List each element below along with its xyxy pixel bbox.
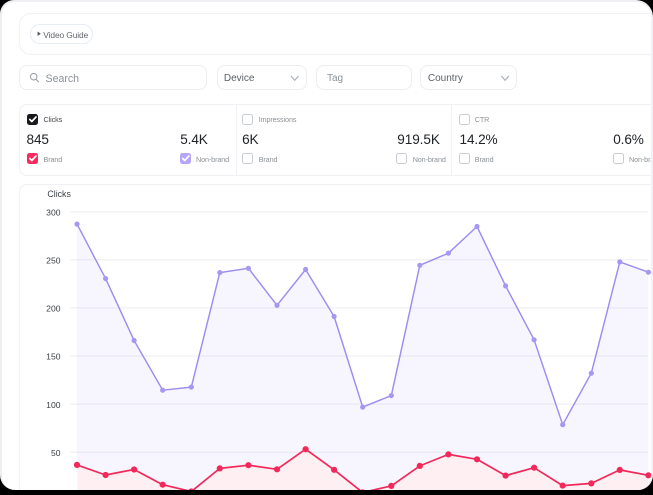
svg-text:100: 100	[46, 400, 61, 410]
svg-text:250: 250	[46, 255, 61, 265]
svg-text:150: 150	[46, 352, 61, 362]
svg-text:200: 200	[46, 304, 61, 314]
svg-text:50: 50	[51, 448, 61, 458]
svg-text:300: 300	[46, 207, 61, 217]
